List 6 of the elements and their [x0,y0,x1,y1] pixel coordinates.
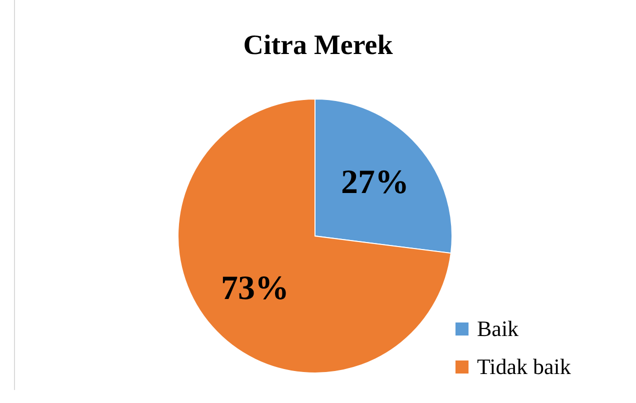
pie-slice [178,98,452,374]
data-label: 27% [341,164,410,202]
legend-label: Tidak baik [477,354,571,379]
data-label: 73% [220,270,289,307]
chart-title: Citra Merek [243,30,394,61]
legend-label: Baik [477,316,519,341]
